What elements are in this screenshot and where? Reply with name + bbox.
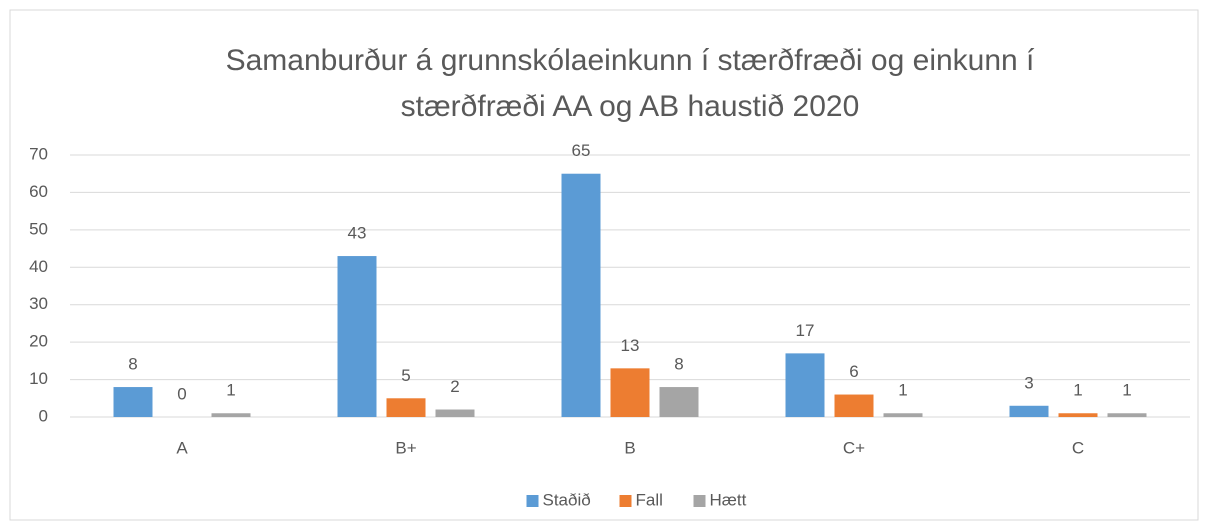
legend-label: Hætt: [710, 490, 747, 509]
bar: [785, 353, 825, 417]
data-label: 1: [1122, 381, 1131, 400]
y-tick-label: 30: [29, 294, 48, 313]
data-label: 17: [796, 321, 815, 340]
y-tick-label: 20: [29, 332, 48, 351]
bar: [113, 387, 153, 417]
data-label: 6: [849, 362, 858, 381]
legend-label: Fall: [636, 490, 663, 509]
data-label: 13: [621, 336, 640, 355]
data-label: 43: [348, 224, 367, 243]
data-label: 1: [898, 381, 907, 400]
bar: [1107, 413, 1147, 417]
bar: [659, 387, 699, 417]
x-tick-label: C+: [843, 438, 865, 457]
chart-title: stærðfræði AA og AB haustið 2020: [401, 90, 860, 123]
legend-swatch: [619, 495, 632, 507]
y-tick-label: 60: [29, 182, 48, 201]
y-tick-label: 40: [29, 257, 48, 276]
x-tick-label: B+: [395, 438, 416, 457]
bar: [1009, 405, 1049, 417]
data-label: 5: [401, 366, 410, 385]
legend-swatch: [693, 495, 706, 507]
y-tick-label: 70: [29, 144, 48, 163]
data-label: 8: [128, 355, 137, 374]
legend-label: Staðið: [543, 490, 591, 509]
chart-border: [9, 9, 1199, 521]
bar: [386, 398, 426, 417]
x-tick-label: B: [624, 438, 635, 457]
bar: [337, 256, 377, 417]
data-label: 8: [674, 355, 683, 374]
data-label: 1: [1073, 381, 1082, 400]
x-tick-label: A: [176, 438, 188, 457]
data-label: 3: [1024, 373, 1033, 392]
y-tick-label: 50: [29, 219, 48, 238]
data-label: 2: [450, 377, 459, 396]
bar: [211, 413, 251, 417]
bar: [435, 409, 475, 417]
data-label: 0: [177, 384, 186, 403]
x-tick-label: C: [1072, 438, 1084, 457]
legend-swatch: [526, 495, 539, 507]
data-label: 65: [572, 141, 591, 160]
bar: [561, 173, 601, 417]
bar: [834, 394, 874, 417]
bar: [610, 368, 650, 417]
y-tick-label: 0: [39, 406, 48, 425]
chart-title: Samanburður á grunnskólaeinkunn í stærðf…: [226, 44, 1035, 77]
bar: [883, 413, 923, 417]
y-tick-label: 10: [29, 369, 48, 388]
bar: [1058, 413, 1098, 417]
data-label: 1: [226, 381, 235, 400]
